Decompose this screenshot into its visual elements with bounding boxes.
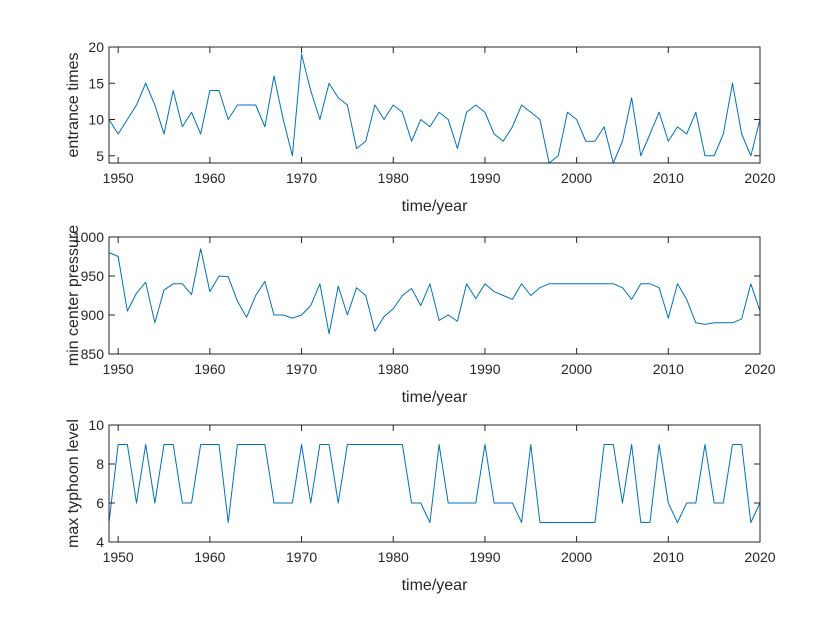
- data-points: [109, 54, 760, 163]
- x-tick-label: 1960: [194, 361, 225, 377]
- y-tick-label: 6: [96, 495, 104, 511]
- x-axis-label: time/year: [402, 198, 468, 215]
- x-tick-label: 2010: [653, 361, 684, 377]
- y-tick-label: 15: [88, 75, 104, 91]
- y-tick-label: 950: [81, 268, 105, 284]
- x-tick-label: 1960: [194, 549, 225, 565]
- axes-frame: [108, 236, 761, 355]
- x-tick-label: 2010: [653, 170, 684, 186]
- x-tick-label: 2020: [744, 170, 775, 186]
- x-tick-label: 2000: [561, 361, 592, 377]
- y-tick-label: 20: [88, 39, 104, 55]
- y-tick-label: 900: [81, 307, 105, 323]
- x-axis-label: time/year: [402, 577, 468, 594]
- y-tick-label: 10: [88, 112, 104, 128]
- x-axis-label: time/year: [402, 389, 468, 406]
- y-tick-label: 8: [96, 456, 104, 472]
- x-tick-label: 2000: [561, 170, 592, 186]
- y-tick-label: 10: [88, 417, 104, 433]
- series-line: [109, 248, 760, 335]
- x-tick-label: 2010: [653, 549, 684, 565]
- x-tick-label: 1950: [103, 361, 134, 377]
- x-tick-label: 1960: [194, 170, 225, 186]
- subplot-2: 1950 1960 1970 1980 1990 2000 2010 2020 850 900 95…: [65, 225, 776, 406]
- y-tick-label: 1000: [73, 229, 104, 245]
- x-tick-label: 1970: [286, 170, 317, 186]
- y-tick-label: 5: [96, 148, 104, 164]
- x-tick-label: 2020: [744, 549, 775, 565]
- x-tick-label: 1990: [469, 361, 500, 377]
- axes-frame: [108, 46, 761, 164]
- subplot-3: 1950 1960 1970 1980 1990 2000 2010 2020 4 6 8 10 tim…: [65, 417, 776, 594]
- x-tick-label: 2020: [744, 361, 775, 377]
- x-tick-label: 2000: [561, 549, 592, 565]
- y-axis-label: entrance times: [65, 53, 82, 158]
- x-tick-label: 1980: [378, 361, 409, 377]
- x-tick-label: 1990: [469, 170, 500, 186]
- x-tick-label: 1980: [378, 549, 409, 565]
- x-tick-label: 1970: [286, 361, 317, 377]
- axes-frame: [108, 424, 761, 543]
- y-tick-label: 4: [96, 534, 104, 550]
- x-tick-label: 1950: [103, 549, 134, 565]
- y-tick-label: 850: [81, 346, 105, 362]
- x-tick-label: 1970: [286, 549, 317, 565]
- y-axis-label: min center pressure: [65, 225, 82, 366]
- x-tick-label: 1990: [469, 549, 500, 565]
- subplot-1: 1950 1960 1970 1980 1990 2000 2010 2020 5 10 15 20 t…: [65, 39, 776, 215]
- series-line: [109, 53, 760, 163]
- x-tick-label: 1950: [103, 170, 134, 186]
- series-line: [109, 444, 760, 523]
- x-tick-label: 1980: [378, 170, 409, 186]
- y-axis-label: max typhoon level: [65, 419, 82, 548]
- data-points: [109, 249, 760, 334]
